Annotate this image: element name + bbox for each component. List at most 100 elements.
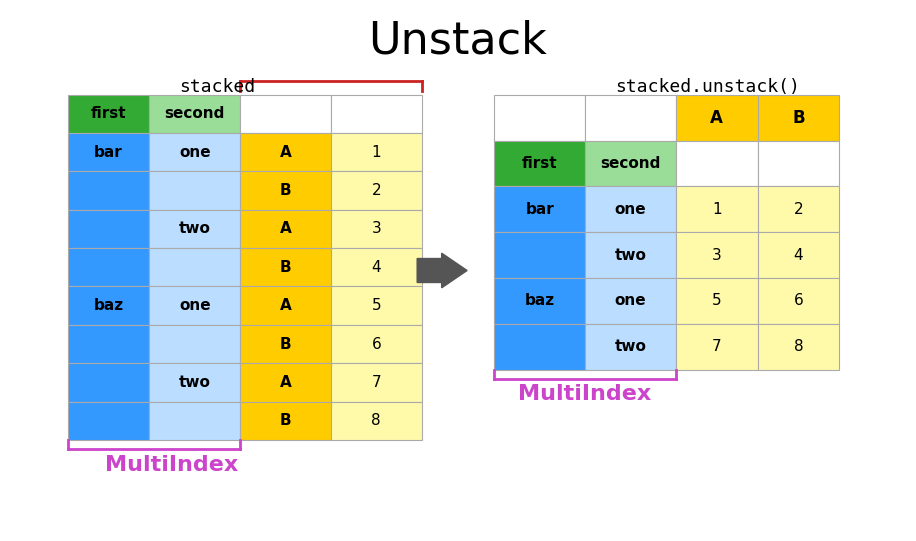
- Text: B: B: [279, 337, 291, 352]
- Text: A: A: [279, 298, 291, 313]
- FancyBboxPatch shape: [240, 287, 331, 325]
- Text: 1: 1: [372, 145, 381, 160]
- FancyBboxPatch shape: [585, 232, 676, 278]
- Text: first: first: [91, 107, 126, 121]
- FancyBboxPatch shape: [676, 186, 758, 232]
- Text: 5: 5: [712, 293, 722, 308]
- Text: 4: 4: [793, 248, 803, 262]
- Text: two: two: [615, 339, 647, 354]
- FancyBboxPatch shape: [331, 210, 421, 248]
- FancyBboxPatch shape: [331, 95, 421, 133]
- FancyBboxPatch shape: [331, 363, 421, 401]
- FancyBboxPatch shape: [758, 278, 839, 324]
- FancyBboxPatch shape: [240, 325, 331, 363]
- Text: B: B: [279, 260, 291, 275]
- Text: stacked: stacked: [180, 78, 256, 96]
- Text: MultiIndex: MultiIndex: [518, 385, 651, 405]
- FancyBboxPatch shape: [240, 401, 331, 440]
- Text: A: A: [710, 109, 723, 127]
- FancyBboxPatch shape: [758, 324, 839, 370]
- Text: B: B: [279, 413, 291, 428]
- Text: 5: 5: [372, 298, 381, 313]
- Text: Unstack: Unstack: [368, 20, 548, 63]
- FancyBboxPatch shape: [758, 141, 839, 186]
- FancyBboxPatch shape: [149, 210, 240, 248]
- Text: second: second: [165, 107, 225, 121]
- FancyBboxPatch shape: [240, 95, 331, 133]
- Text: B: B: [279, 183, 291, 198]
- Text: 8: 8: [372, 413, 381, 428]
- Text: 3: 3: [712, 248, 722, 262]
- Text: B: B: [792, 109, 804, 127]
- Text: 2: 2: [372, 183, 381, 198]
- FancyBboxPatch shape: [149, 287, 240, 325]
- FancyBboxPatch shape: [331, 133, 421, 171]
- Text: one: one: [179, 145, 211, 160]
- Text: 7: 7: [712, 339, 722, 354]
- FancyBboxPatch shape: [495, 232, 585, 278]
- FancyBboxPatch shape: [68, 401, 149, 440]
- FancyBboxPatch shape: [149, 133, 240, 171]
- FancyBboxPatch shape: [240, 363, 331, 401]
- Text: first: first: [522, 156, 558, 171]
- FancyBboxPatch shape: [676, 232, 758, 278]
- Text: 2: 2: [793, 202, 803, 217]
- FancyBboxPatch shape: [68, 133, 149, 171]
- FancyBboxPatch shape: [585, 95, 676, 141]
- FancyBboxPatch shape: [758, 232, 839, 278]
- Text: second: second: [600, 156, 660, 171]
- FancyBboxPatch shape: [495, 141, 585, 186]
- FancyBboxPatch shape: [149, 401, 240, 440]
- FancyArrow shape: [417, 253, 467, 288]
- Text: 7: 7: [372, 375, 381, 390]
- Text: two: two: [179, 221, 211, 236]
- Text: A: A: [279, 221, 291, 236]
- FancyBboxPatch shape: [68, 287, 149, 325]
- Text: baz: baz: [525, 293, 555, 308]
- FancyBboxPatch shape: [585, 324, 676, 370]
- FancyBboxPatch shape: [68, 325, 149, 363]
- Text: one: one: [179, 298, 211, 313]
- FancyBboxPatch shape: [68, 95, 149, 133]
- FancyBboxPatch shape: [331, 401, 421, 440]
- Text: two: two: [179, 375, 211, 390]
- FancyBboxPatch shape: [676, 95, 758, 141]
- Text: MultiIndex: MultiIndex: [105, 455, 239, 475]
- FancyBboxPatch shape: [240, 171, 331, 210]
- FancyBboxPatch shape: [149, 363, 240, 401]
- Text: one: one: [615, 202, 647, 217]
- FancyBboxPatch shape: [68, 210, 149, 248]
- FancyBboxPatch shape: [585, 141, 676, 186]
- FancyBboxPatch shape: [331, 248, 421, 287]
- FancyBboxPatch shape: [68, 171, 149, 210]
- FancyBboxPatch shape: [495, 186, 585, 232]
- FancyBboxPatch shape: [676, 141, 758, 186]
- FancyBboxPatch shape: [149, 171, 240, 210]
- Text: 6: 6: [793, 293, 803, 308]
- FancyBboxPatch shape: [149, 325, 240, 363]
- FancyBboxPatch shape: [240, 133, 331, 171]
- Text: A: A: [279, 375, 291, 390]
- FancyBboxPatch shape: [585, 186, 676, 232]
- FancyBboxPatch shape: [68, 248, 149, 287]
- Text: stacked.unstack(): stacked.unstack(): [616, 78, 800, 96]
- FancyBboxPatch shape: [68, 363, 149, 401]
- FancyBboxPatch shape: [149, 248, 240, 287]
- FancyBboxPatch shape: [676, 278, 758, 324]
- FancyBboxPatch shape: [758, 186, 839, 232]
- Text: 4: 4: [372, 260, 381, 275]
- FancyBboxPatch shape: [585, 278, 676, 324]
- FancyBboxPatch shape: [495, 324, 585, 370]
- FancyBboxPatch shape: [495, 95, 585, 141]
- FancyBboxPatch shape: [331, 171, 421, 210]
- FancyBboxPatch shape: [331, 325, 421, 363]
- Text: 3: 3: [371, 221, 381, 236]
- FancyBboxPatch shape: [240, 210, 331, 248]
- Text: two: two: [615, 248, 647, 262]
- FancyBboxPatch shape: [758, 95, 839, 141]
- Text: baz: baz: [93, 298, 124, 313]
- Text: bar: bar: [525, 202, 554, 217]
- Text: 6: 6: [371, 337, 381, 352]
- FancyBboxPatch shape: [495, 278, 585, 324]
- FancyBboxPatch shape: [149, 95, 240, 133]
